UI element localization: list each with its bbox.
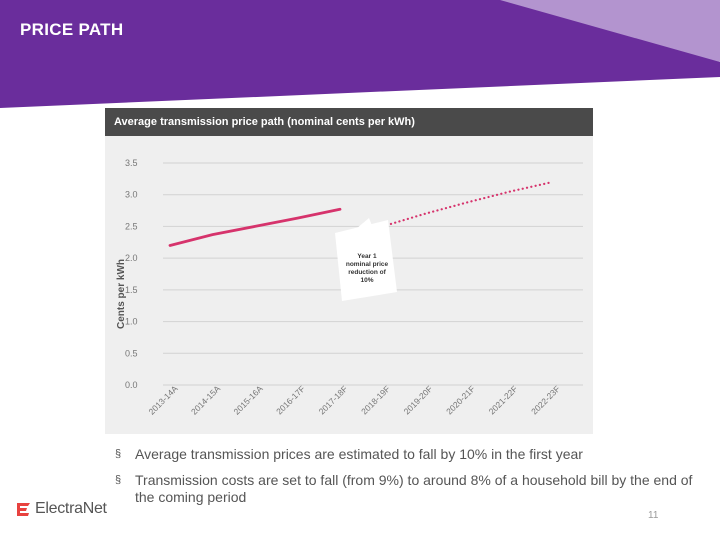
y-axis-label: Cents per kWh <box>116 259 127 329</box>
x-tick-label: 2022-23F <box>529 384 562 417</box>
bullet-marker: § <box>115 448 122 460</box>
y-tick-label: 1.5 <box>125 285 138 295</box>
x-tick-label: 2018-19F <box>359 384 392 417</box>
x-tick-label: 2015-16A <box>231 383 264 416</box>
header-banner <box>0 0 720 108</box>
bullet-list: § Average transmission prices are estima… <box>115 446 705 506</box>
y-tick-label: 0.5 <box>125 348 138 358</box>
y-tick-label: 2.0 <box>125 253 138 263</box>
callout-pointer <box>350 218 373 234</box>
actual-series-line <box>168 207 342 247</box>
bullet-text: Average transmission prices are estimate… <box>135 446 583 462</box>
page-number: 11 <box>648 510 659 521</box>
x-tick-label: 2021-22F <box>487 384 520 417</box>
x-tick-label: 2017-18F <box>317 384 350 417</box>
x-tick-label: 2016-17F <box>274 384 307 417</box>
line-chart: 0.0 0.5 1.0 1.5 2.0 2.5 3.0 3.5 2013-14A 2014-15… <box>116 158 583 417</box>
price-reduction-callout: Year 1 nominal price reduction of 10% <box>335 218 397 301</box>
y-tick-label: 1.0 <box>125 317 138 327</box>
y-tick-label: 3.5 <box>125 158 138 168</box>
bullet-item: § Transmission costs are set to fall (fr… <box>115 472 705 506</box>
x-tick-label: 2014-15A <box>189 383 222 416</box>
y-tick-label: 0.0 <box>125 380 138 390</box>
logo-text: ElectraNet <box>35 500 107 517</box>
x-tick-label: 2020-21F <box>444 384 477 417</box>
chart-panel: Average transmission price path (nominal… <box>105 108 593 434</box>
y-tick-label: 2.5 <box>125 221 138 231</box>
bullet-text: Transmission costs are set to fall (from… <box>135 472 693 505</box>
page-title: PRICE PATH <box>20 20 124 39</box>
x-tick-label: 2019-20F <box>402 384 435 417</box>
electranet-logo: ElectraNet <box>16 500 107 518</box>
header-purple-band <box>0 0 720 108</box>
forecast-series-line <box>381 180 554 228</box>
x-tick-label: 2013-14A <box>146 383 179 416</box>
chart-title: Average transmission price path (nominal… <box>105 108 593 136</box>
bullet-item: § Average transmission prices are estima… <box>115 446 705 463</box>
callout-text: Year 1 nominal price reduction of 10% <box>346 253 389 284</box>
header-lilac-accent <box>500 0 720 62</box>
bullet-marker: § <box>115 474 122 486</box>
logo-e-icon <box>17 503 30 516</box>
callout-box <box>335 220 397 301</box>
y-tick-label: 3.0 <box>125 190 138 200</box>
